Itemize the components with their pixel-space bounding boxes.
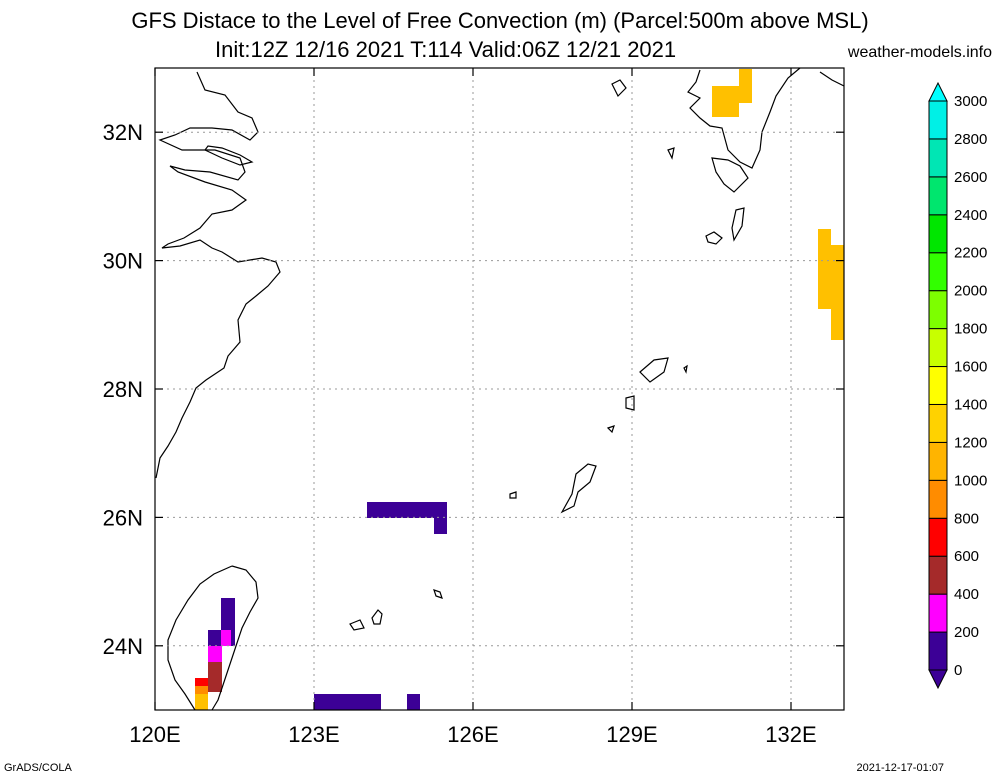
colorbar-swatch [928,517,948,557]
x-tick-label: 123E [288,722,339,747]
colorbar-label: 2400 [954,207,987,224]
colorbar-label: 1200 [954,434,987,451]
colorbar-label: 2000 [954,283,987,300]
colorbar-swatch [928,403,948,443]
x-tick-label: 120E [129,722,180,747]
colorbar-label: 1400 [954,396,987,413]
shade-cell [208,662,222,692]
island-tanegashima [731,207,745,242]
y-tick-label: 28N [103,377,143,402]
shade-cell [407,694,420,710]
colorbar: 0 200 400 600 800 1000 1200 1400 1600 1800 2000 220… [928,81,987,690]
colorbar-swatch [928,252,948,292]
y-tick-label: 32N [103,120,143,145]
y-tick-label: 24N [103,634,143,659]
coastline-taiwan [167,565,259,711]
shade-cell [739,86,752,103]
colorbar-swatch [928,555,948,595]
shade-cell [818,229,831,309]
x-tick-label: 129E [606,722,657,747]
coastline-yangtze [204,145,254,166]
coastline-china [155,71,281,479]
coastline-kyushu [687,67,801,169]
island-koshiki [667,147,675,160]
shade-cell [712,86,739,103]
title-line-2: Init:12Z 12/16 2021 T:114 Valid:06Z 12/2… [215,37,677,62]
colorbar-swatch [928,214,948,254]
shade-cell [314,694,381,710]
shade-cell [195,686,208,694]
island-yakushima [705,231,723,245]
colorbar-label: 200 [954,624,979,641]
colorbar-swatch [928,593,948,633]
colorbar-swatch [928,100,948,140]
shade-cell [208,646,222,662]
x-axis: 120E 123E 126E 129E 132E [129,68,817,747]
colorbar-swatch [928,441,948,481]
island-iriomote [349,619,365,631]
title-line-1: GFS Distace to the Level of Free Convect… [131,8,869,33]
colorbar-bottom-arrow [928,669,948,690]
x-tick-label: 126E [447,722,498,747]
island-okinawa [560,463,597,514]
y-axis: 24N 26N 28N 30N 32N [103,120,844,659]
y-tick-label: 30N [103,249,143,274]
island-kume [509,491,517,499]
colorbar-label: 1000 [954,472,987,489]
shade-cell [739,69,752,86]
island-yoron [606,425,615,434]
shade-cell [712,103,739,117]
colorbar-label: 2800 [954,131,987,148]
shade-cell [367,502,447,518]
colorbar-swatch [928,328,948,368]
island-amami [639,357,669,383]
colorbar-swatch [928,176,948,216]
coastline-shikoku [819,71,845,87]
y-tick-label: 26N [103,505,143,530]
colorbar-label: 400 [954,586,979,603]
site-credit: weather-models.info [847,44,992,61]
x-tick-label: 132E [765,722,816,747]
shade-cell [195,694,208,710]
footer-timestamp: 2021-12-17-01:07 [856,762,944,774]
colorbar-label: 1800 [954,321,987,338]
colorbar-label: 2200 [954,245,987,262]
island-miyako [433,589,443,599]
footer-software: GrADS/COLA [4,762,72,774]
colorbar-label: 2600 [954,169,987,186]
colorbar-swatch [928,631,948,671]
colorbar-label: 600 [954,548,979,565]
colorbar-swatch [928,138,948,178]
colorbar-label: 1600 [954,359,987,376]
shade-cell [831,245,844,340]
shade-cell [434,518,447,534]
island-takara [683,364,688,374]
coastlines [155,67,845,711]
lfc-shading [195,69,844,710]
shade-cell [221,630,231,646]
island-ishigaki [371,609,383,625]
colorbar-swatch [928,366,948,405]
shade-cell [208,630,222,646]
island-goto [611,79,627,98]
colorbar-swatch [928,290,948,330]
coastline-kyushu-south [711,157,749,193]
colorbar-swatch [928,479,948,519]
colorbar-label: 0 [954,662,962,679]
colorbar-top-arrow [928,81,948,102]
colorbar-label: 3000 [954,93,987,110]
colorbar-label: 800 [954,510,979,527]
island-tokunoshima [625,395,635,411]
